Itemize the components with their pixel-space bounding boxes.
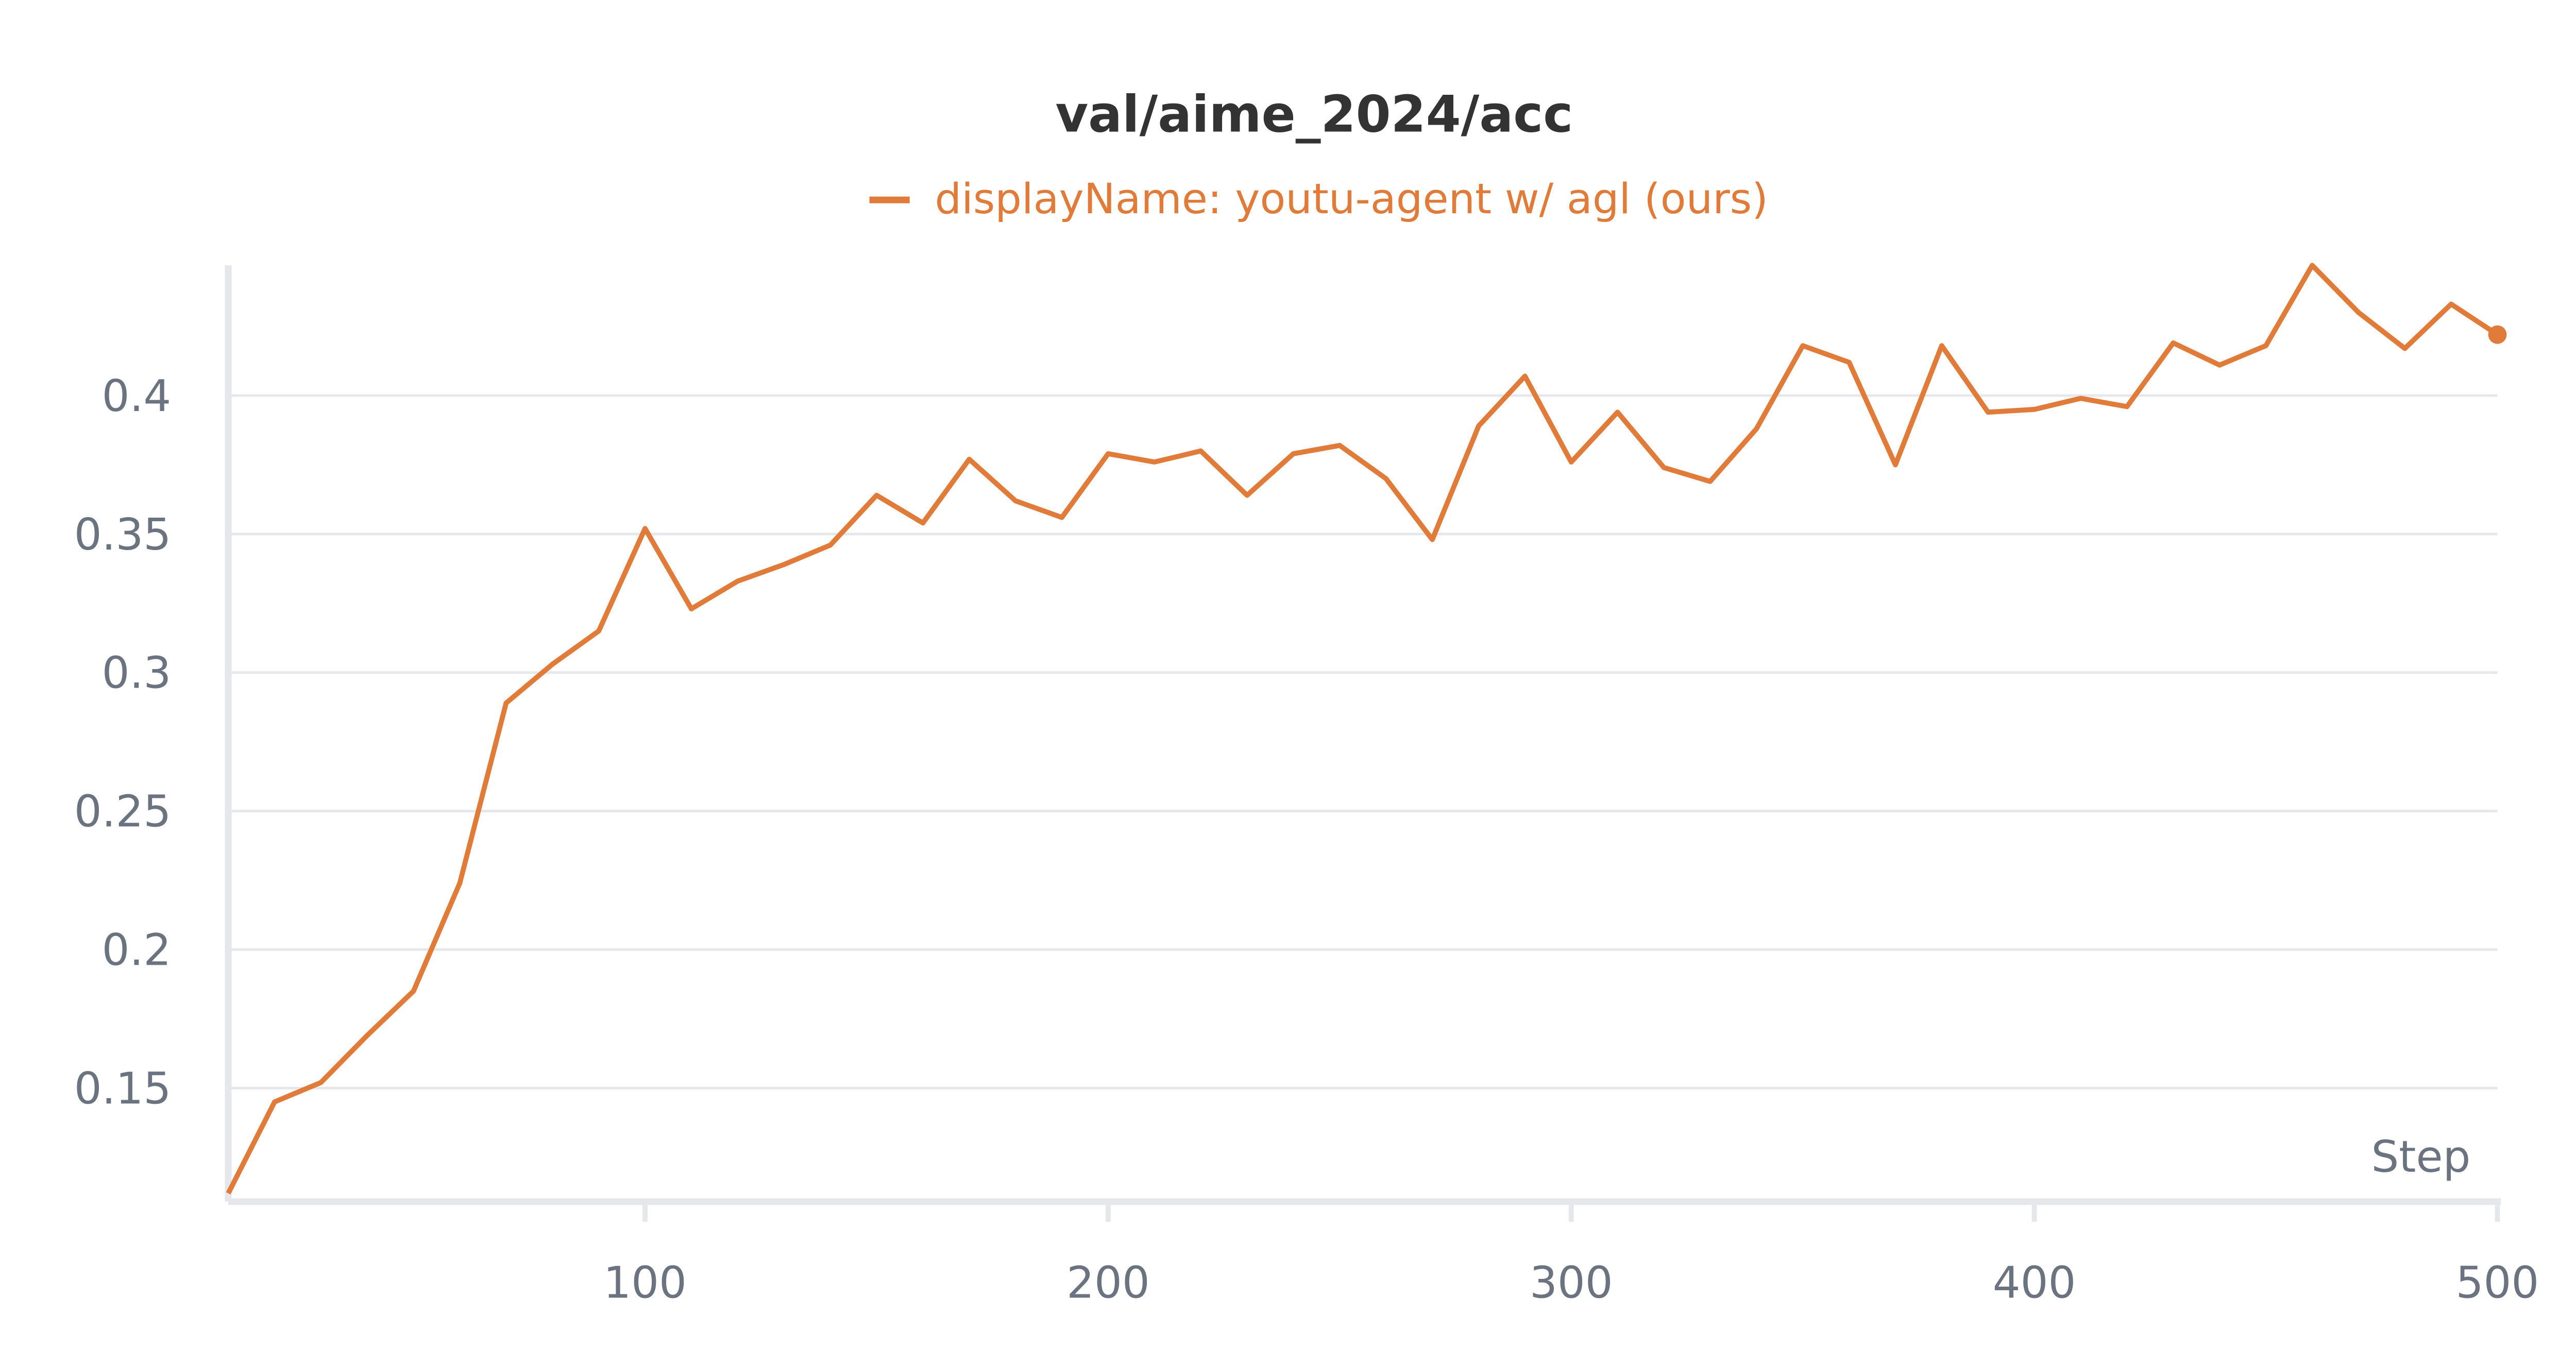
x-axis-label: Step xyxy=(2371,1131,2471,1182)
y-tick-label: 0.3 xyxy=(102,647,172,698)
y-tick-label: 0.25 xyxy=(74,786,172,837)
y-tick-label: 0.35 xyxy=(74,509,172,560)
legend-label: displayName: youtu-agent w/ agl (ours) xyxy=(935,175,1768,224)
x-tick-label: 400 xyxy=(1993,1257,2076,1308)
x-tick-label: 200 xyxy=(1066,1257,1150,1308)
end-marker xyxy=(2488,325,2507,344)
x-tick-label: 300 xyxy=(1530,1257,1613,1308)
y-tick-label: 0.4 xyxy=(102,370,172,421)
y-tick-label: 0.2 xyxy=(102,925,172,976)
y-tick-label: 0.15 xyxy=(74,1063,172,1114)
chart-title: val/aime_2024/acc xyxy=(1055,85,1573,144)
line-series xyxy=(226,263,2499,1195)
x-tick-label: 100 xyxy=(603,1257,687,1308)
x-tick-label: 500 xyxy=(2456,1257,2539,1308)
